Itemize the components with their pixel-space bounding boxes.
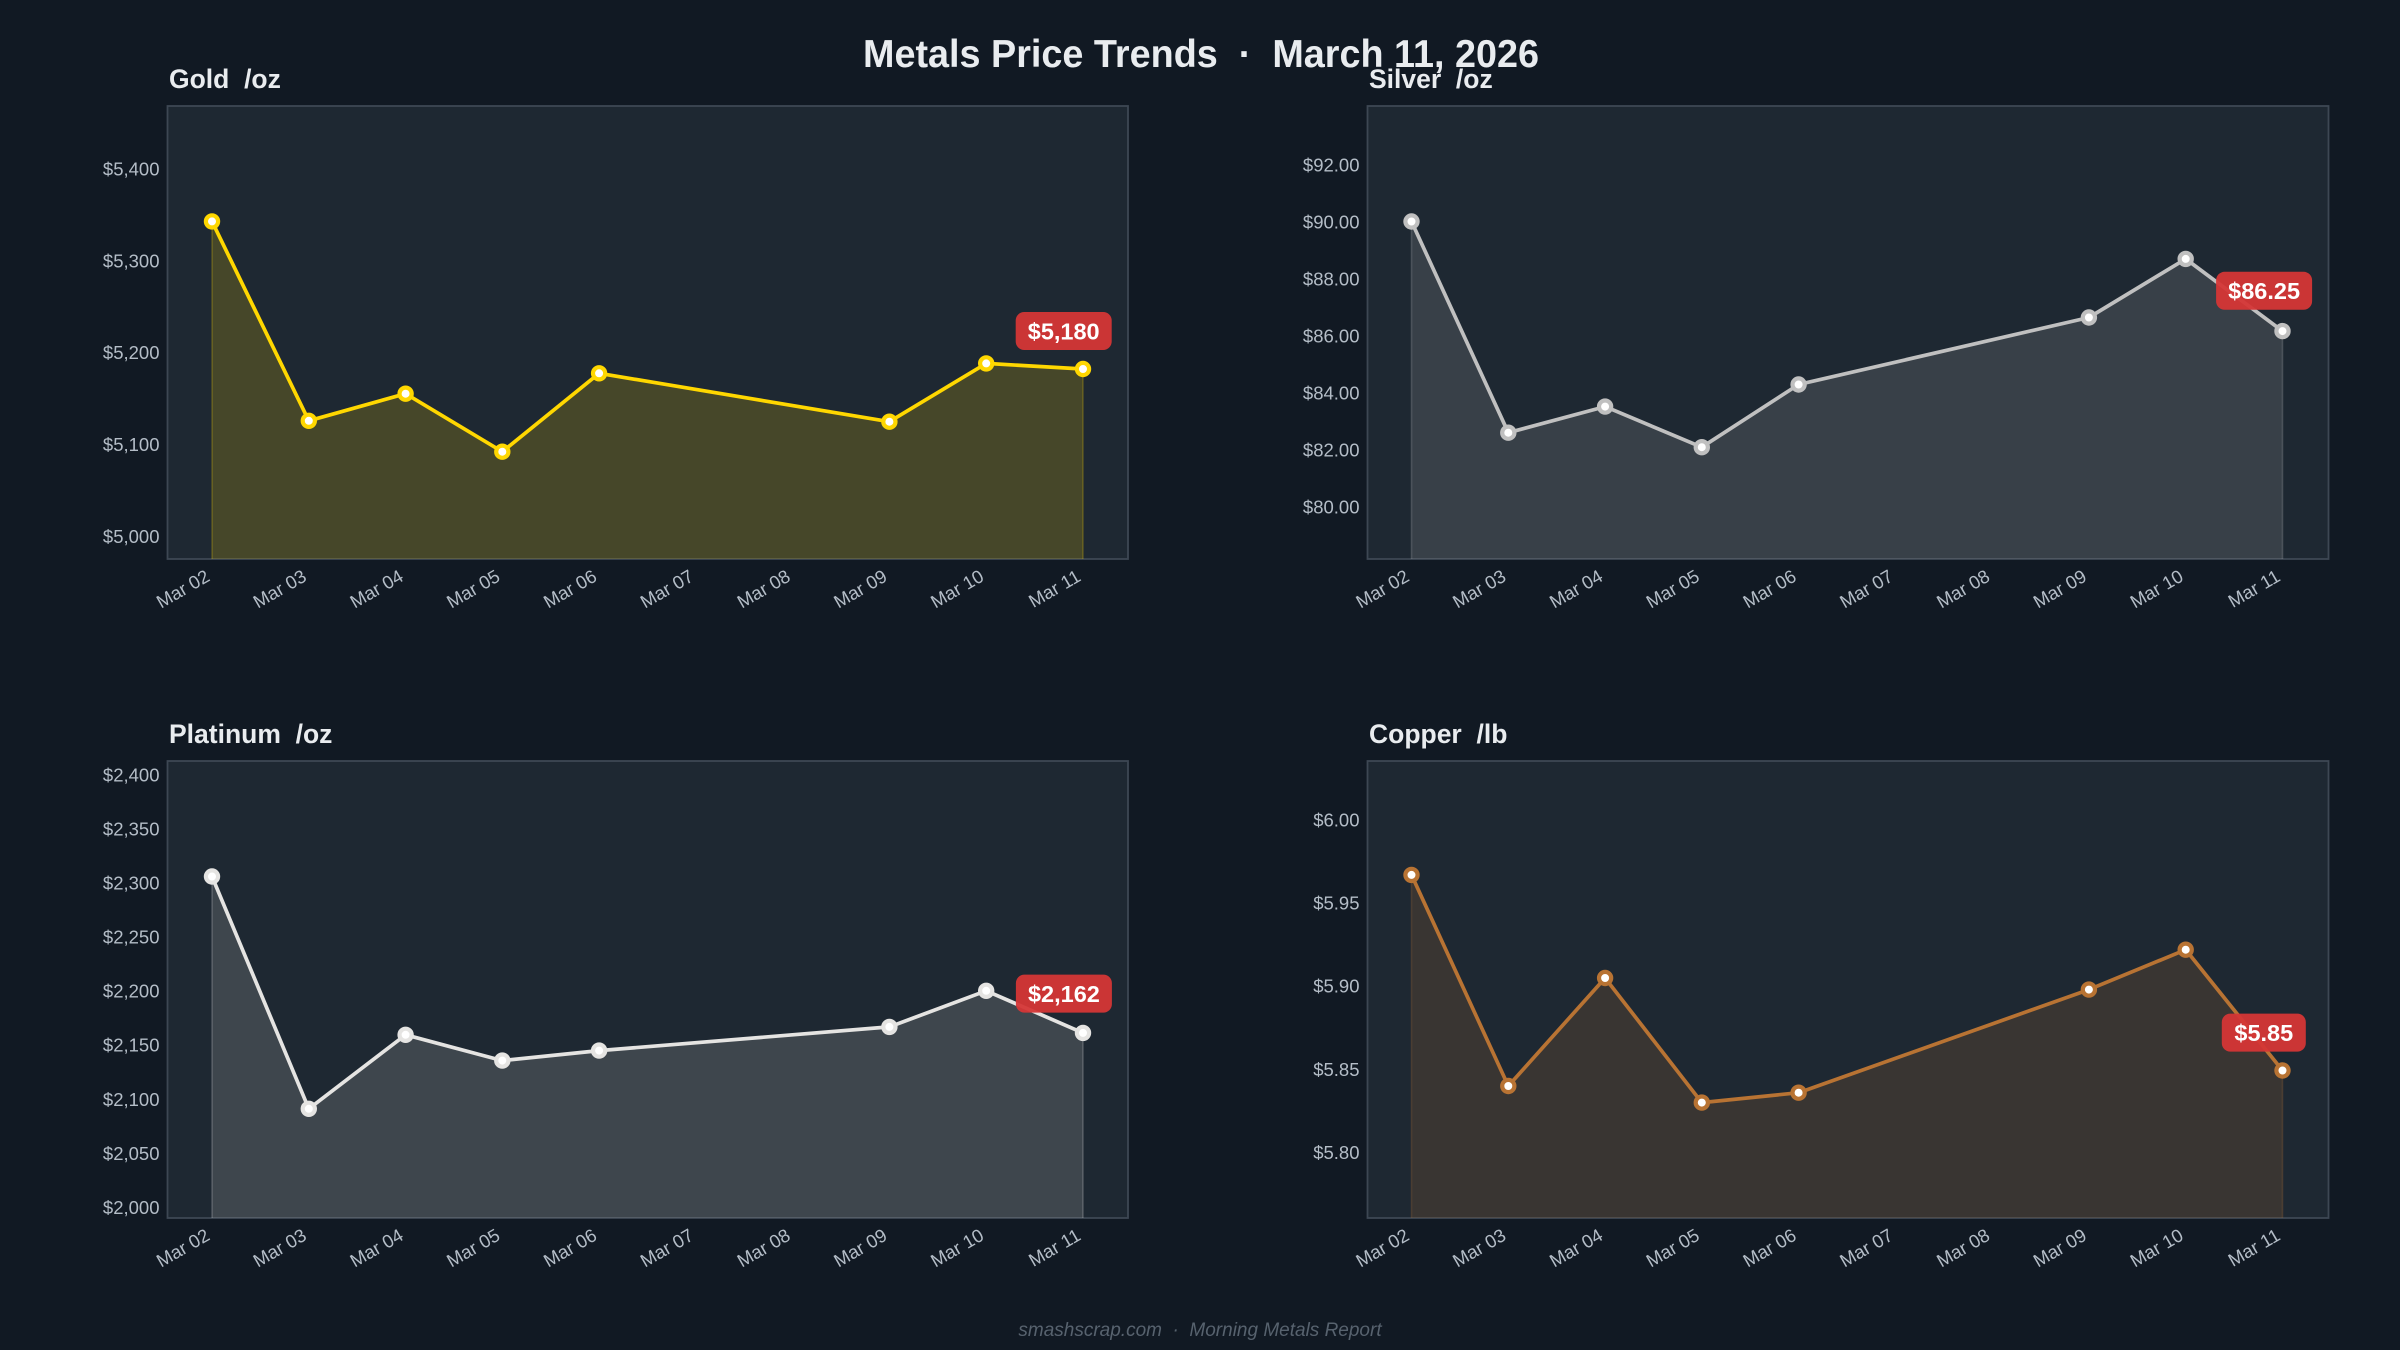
svg-text:$2,100: $2,100 xyxy=(103,1089,160,1110)
svg-text:$86.25: $86.25 xyxy=(2228,278,2300,304)
svg-text:$92.00: $92.00 xyxy=(1303,154,1360,175)
svg-text:$2,150: $2,150 xyxy=(103,1035,160,1056)
svg-text:smashscrap.com · Morning Met: smashscrap.com · Morning Metals Report xyxy=(1018,1320,1382,1341)
svg-text:$5,180: $5,180 xyxy=(1028,318,1100,344)
svg-text:$2,000: $2,000 xyxy=(103,1197,160,1218)
svg-text:Gold /oz: Gold /oz xyxy=(169,64,281,94)
svg-text:$5.90: $5.90 xyxy=(1313,976,1359,997)
svg-text:$5.85: $5.85 xyxy=(2234,1020,2293,1046)
svg-text:$2,050: $2,050 xyxy=(103,1143,160,1164)
svg-text:$5,200: $5,200 xyxy=(103,342,160,363)
svg-text:$2,300: $2,300 xyxy=(103,873,160,894)
svg-text:$5.80: $5.80 xyxy=(1313,1142,1359,1163)
svg-text:$5,000: $5,000 xyxy=(103,526,160,547)
svg-text:$5.95: $5.95 xyxy=(1313,893,1359,914)
svg-text:$2,162: $2,162 xyxy=(1028,981,1100,1007)
svg-text:$5.85: $5.85 xyxy=(1313,1059,1359,1080)
svg-text:$80.00: $80.00 xyxy=(1303,496,1360,517)
svg-text:$2,200: $2,200 xyxy=(103,981,160,1002)
svg-text:$5,100: $5,100 xyxy=(103,434,160,455)
svg-text:$5,400: $5,400 xyxy=(103,158,160,179)
svg-text:$2,250: $2,250 xyxy=(103,927,160,948)
svg-text:$90.00: $90.00 xyxy=(1303,211,1360,232)
svg-text:Platinum /oz: Platinum /oz xyxy=(169,719,332,749)
svg-text:$84.00: $84.00 xyxy=(1303,382,1360,403)
svg-text:$2,350: $2,350 xyxy=(103,819,160,840)
svg-text:$6.00: $6.00 xyxy=(1313,809,1359,830)
svg-text:$5,300: $5,300 xyxy=(103,250,160,271)
svg-text:Silver /oz: Silver /oz xyxy=(1369,64,1493,94)
svg-text:Metals Price Trends · March: Metals Price Trends · March 11, 2026 xyxy=(863,33,1539,76)
svg-text:$2,400: $2,400 xyxy=(103,764,160,785)
svg-text:Copper /lb: Copper /lb xyxy=(1369,719,1507,749)
svg-text:$82.00: $82.00 xyxy=(1303,439,1360,460)
svg-text:$86.00: $86.00 xyxy=(1303,325,1360,346)
svg-text:$88.00: $88.00 xyxy=(1303,268,1360,289)
